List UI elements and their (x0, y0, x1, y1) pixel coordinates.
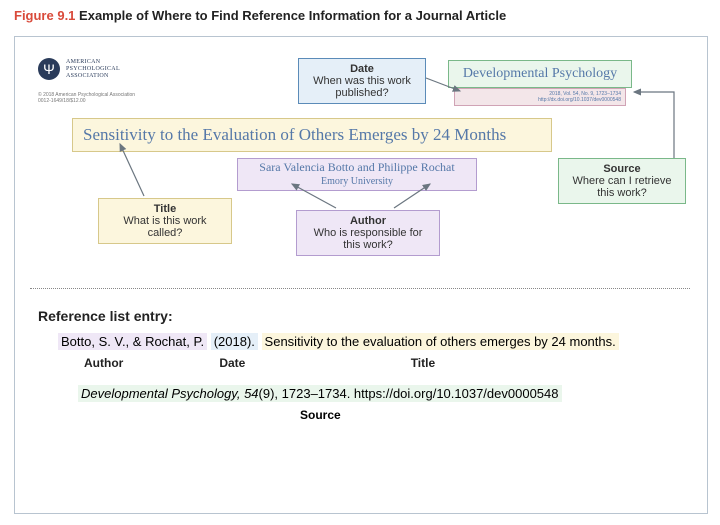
reference-line-1: Botto, S. V., & Rochat, P. (2018). Sensi… (58, 334, 619, 349)
source-lead: Source (567, 163, 677, 175)
label-date: Date (219, 356, 339, 370)
journal-meta: 2018, Vol. 54, No. 9, 1723–1734 http://d… (454, 88, 626, 106)
article-title: Sensitivity to the Evaluation of Others … (83, 125, 506, 144)
affiliation: Emory University (321, 176, 393, 187)
source-callout: Source Where can I retrieve this work? (558, 158, 686, 204)
apa-text: AMERICAN PSYCHOLOGICAL ASSOCIATION (66, 59, 120, 80)
label-source: Source (300, 408, 341, 422)
psi-icon: Ψ (38, 58, 60, 80)
label-author: Author (58, 356, 216, 370)
author-lead: Author (305, 215, 431, 227)
apa-line3: ASSOCIATION (66, 73, 109, 79)
authors-line: Sara Valencia Botto and Philippe Rochat (259, 160, 454, 174)
title-callout: Title What is this work called? (98, 198, 232, 244)
reference-heading: Reference list entry: (38, 308, 173, 324)
author-sub: Who is responsible for this work? (314, 227, 423, 251)
journal-meta-2: http://dx.doi.org/10.1037/dev0000548 (538, 97, 621, 103)
label-title: Title (343, 356, 463, 370)
apa-line2: PSYCHOLOGICAL (66, 66, 120, 72)
ref-title-seg: Sensitivity to the evaluation of others … (262, 333, 619, 350)
authors-box: Sara Valencia Botto and Philippe Rochat … (237, 158, 477, 191)
ref-source-issue: (9), 1723–1734. https://doi.org/10.1037/… (259, 386, 559, 401)
ref-source-seg: Developmental Psychology, 54(9), 1723–17… (78, 385, 562, 402)
journal-name-box: Developmental Psychology (448, 60, 632, 88)
date-lead: Date (307, 63, 417, 75)
figure-caption: Example of Where to Find Reference Infor… (79, 8, 506, 23)
ref-date-seg: (2018). (211, 333, 258, 350)
apa-copyright: © 2018 American Psychological Associatio… (38, 92, 135, 104)
diagram-canvas (14, 36, 708, 514)
source-sub: Where can I retrieve this work? (572, 175, 671, 199)
dotted-separator (30, 288, 690, 289)
apa-logo: Ψ AMERICAN PSYCHOLOGICAL ASSOCIATION (38, 58, 120, 80)
reference-line-2: Developmental Psychology, 54(9), 1723–17… (78, 386, 562, 401)
reference-line1-labels: Author Date Title (58, 356, 463, 370)
author-callout: Author Who is responsible for this work? (296, 210, 440, 256)
title-sub: What is this work called? (123, 215, 206, 239)
ref-author-seg: Botto, S. V., & Rochat, P. (58, 333, 207, 350)
journal-name: Developmental Psychology (463, 66, 617, 81)
date-callout: Date When was this work published? (298, 58, 426, 104)
article-title-box: Sensitivity to the Evaluation of Others … (72, 118, 552, 152)
figure-header: Figure 9.1 Example of Where to Find Refe… (14, 8, 506, 23)
apa-copy-2: 0012-1649/18/$12.00 (38, 98, 86, 104)
date-sub: When was this work published? (313, 75, 411, 99)
title-lead: Title (107, 203, 223, 215)
ref-source-journal: Developmental Psychology, 54 (81, 386, 259, 401)
apa-line1: AMERICAN (66, 59, 100, 65)
figure-number: Figure 9.1 (14, 8, 75, 23)
